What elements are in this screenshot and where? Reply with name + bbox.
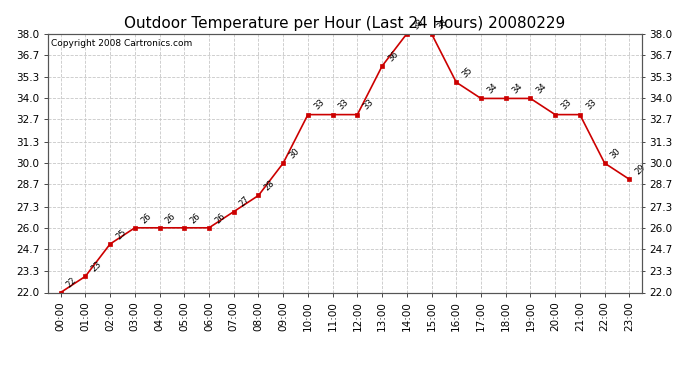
Text: Copyright 2008 Cartronics.com: Copyright 2008 Cartronics.com — [51, 39, 193, 48]
Text: 33: 33 — [312, 98, 326, 112]
Text: 34: 34 — [535, 82, 549, 96]
Text: 26: 26 — [164, 211, 177, 225]
Title: Outdoor Temperature per Hour (Last 24 Hours) 20080229: Outdoor Temperature per Hour (Last 24 Ho… — [124, 16, 566, 31]
Text: 33: 33 — [362, 98, 375, 112]
Text: 30: 30 — [609, 147, 622, 160]
Text: 22: 22 — [65, 276, 79, 290]
Text: 25: 25 — [115, 227, 128, 241]
Text: 33: 33 — [584, 98, 598, 112]
Text: 38: 38 — [411, 17, 425, 31]
Text: 35: 35 — [460, 66, 474, 80]
Text: 27: 27 — [238, 195, 252, 209]
Text: 33: 33 — [560, 98, 573, 112]
Text: 26: 26 — [188, 211, 202, 225]
Text: 34: 34 — [485, 82, 499, 96]
Text: 36: 36 — [386, 50, 400, 63]
Text: 29: 29 — [633, 163, 647, 177]
Text: 26: 26 — [213, 211, 227, 225]
Text: 33: 33 — [337, 98, 351, 112]
Text: 38: 38 — [435, 17, 450, 31]
Text: 26: 26 — [139, 211, 153, 225]
Text: 34: 34 — [510, 82, 524, 96]
Text: 23: 23 — [90, 260, 104, 273]
Text: 30: 30 — [287, 147, 302, 160]
Text: 28: 28 — [263, 179, 277, 193]
